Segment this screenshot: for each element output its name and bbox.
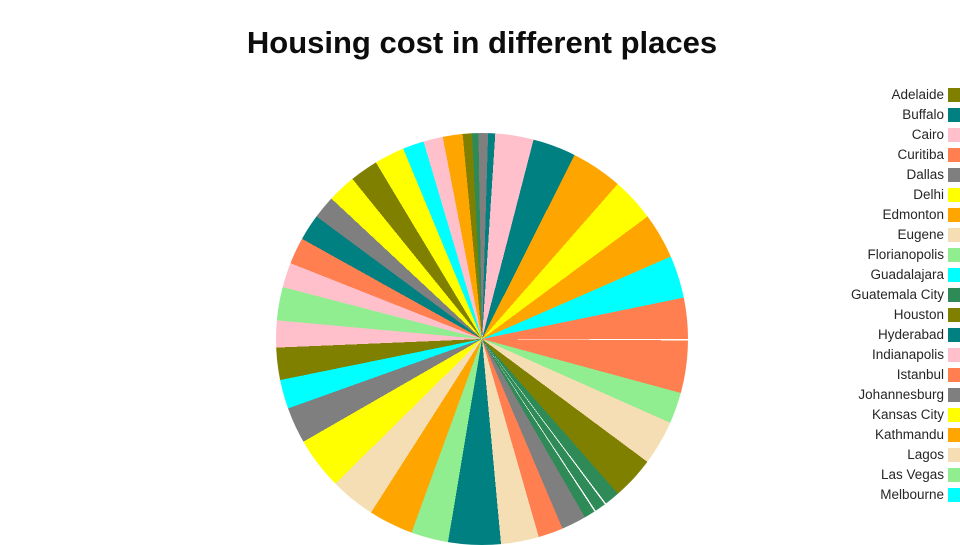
legend-item: Eugene xyxy=(760,225,960,245)
legend-label: Melbourne xyxy=(880,487,944,502)
legend-item: Las Vegas xyxy=(760,465,960,485)
legend-label: Kansas City xyxy=(871,407,944,422)
legend-label: Buffalo xyxy=(902,107,944,122)
legend-label: Delhi xyxy=(913,187,944,202)
legend-label: Eugene xyxy=(897,227,944,242)
legend-item: Dallas xyxy=(760,165,960,185)
legend-item: Kathmandu xyxy=(760,425,960,445)
legend-swatch xyxy=(948,447,960,463)
legend-label: Adelaide xyxy=(891,87,944,102)
legend-item: Edmonton xyxy=(760,205,960,225)
chart-title: Housing cost in different places xyxy=(246,25,718,60)
legend-item: Melbourne xyxy=(760,485,960,505)
legend-item: Curitiba xyxy=(760,145,960,165)
legend-swatch xyxy=(948,367,960,383)
legend-item: Cairo xyxy=(760,125,960,145)
legend-item: Adelaide xyxy=(760,85,960,105)
legend-swatch xyxy=(948,227,960,243)
legend-label: Kathmandu xyxy=(874,427,944,442)
legend-swatch xyxy=(948,187,960,203)
legend-swatch xyxy=(948,347,960,363)
legend-item: Kansas City xyxy=(760,405,960,425)
legend-label: Las Vegas xyxy=(880,467,944,482)
legend-item: Buffalo xyxy=(760,105,960,125)
legend-item: Hyderabad xyxy=(760,325,960,345)
legend-item: Delhi xyxy=(760,185,960,205)
legend-item: Guadalajara xyxy=(760,265,960,285)
legend-item: Houston xyxy=(760,305,960,325)
legend-swatch xyxy=(948,407,960,423)
pie-chart xyxy=(276,133,688,545)
legend-swatch xyxy=(948,307,960,323)
legend-label: Guadalajara xyxy=(870,267,944,282)
legend-item: Johannesburg xyxy=(760,385,960,405)
legend-label: Houston xyxy=(893,307,944,322)
legend-label: Indianapolis xyxy=(871,347,944,362)
legend-label: Edmonton xyxy=(882,207,944,222)
legend-swatch xyxy=(948,127,960,143)
legend-swatch xyxy=(948,427,960,443)
legend-item: Indianapolis xyxy=(760,345,960,365)
legend-label: Lagos xyxy=(907,447,944,462)
legend-swatch xyxy=(948,487,960,503)
figure-canvas: Housing cost in different places Adelaid… xyxy=(246,25,960,545)
legend-swatch xyxy=(948,267,960,283)
legend-label: Dallas xyxy=(906,167,944,182)
legend-swatch xyxy=(948,247,960,263)
legend-item: Istanbul xyxy=(760,365,960,385)
legend-label: Curitiba xyxy=(897,147,944,162)
legend-label: Istanbul xyxy=(896,367,944,382)
legend-swatch xyxy=(948,287,960,303)
legend: Adelaide Buffalo Cairo Curitiba Dallas Delhi E… xyxy=(760,85,960,505)
legend-label: Guatemala City xyxy=(850,287,944,302)
legend-label: Hyderabad xyxy=(877,327,944,342)
legend-swatch xyxy=(948,387,960,403)
legend-swatch xyxy=(948,327,960,343)
legend-swatch xyxy=(948,107,960,123)
legend-label: Cairo xyxy=(911,127,944,142)
legend-swatch xyxy=(948,207,960,223)
legend-item: Guatemala City xyxy=(760,285,960,305)
legend-swatch xyxy=(948,167,960,183)
legend-item: Florianopolis xyxy=(760,245,960,265)
legend-label: Florianopolis xyxy=(867,247,944,262)
legend-swatch xyxy=(948,147,960,163)
legend-swatch xyxy=(948,467,960,483)
legend-label: Johannesburg xyxy=(858,387,944,402)
legend-item: Lagos xyxy=(760,445,960,465)
legend-swatch xyxy=(948,87,960,103)
